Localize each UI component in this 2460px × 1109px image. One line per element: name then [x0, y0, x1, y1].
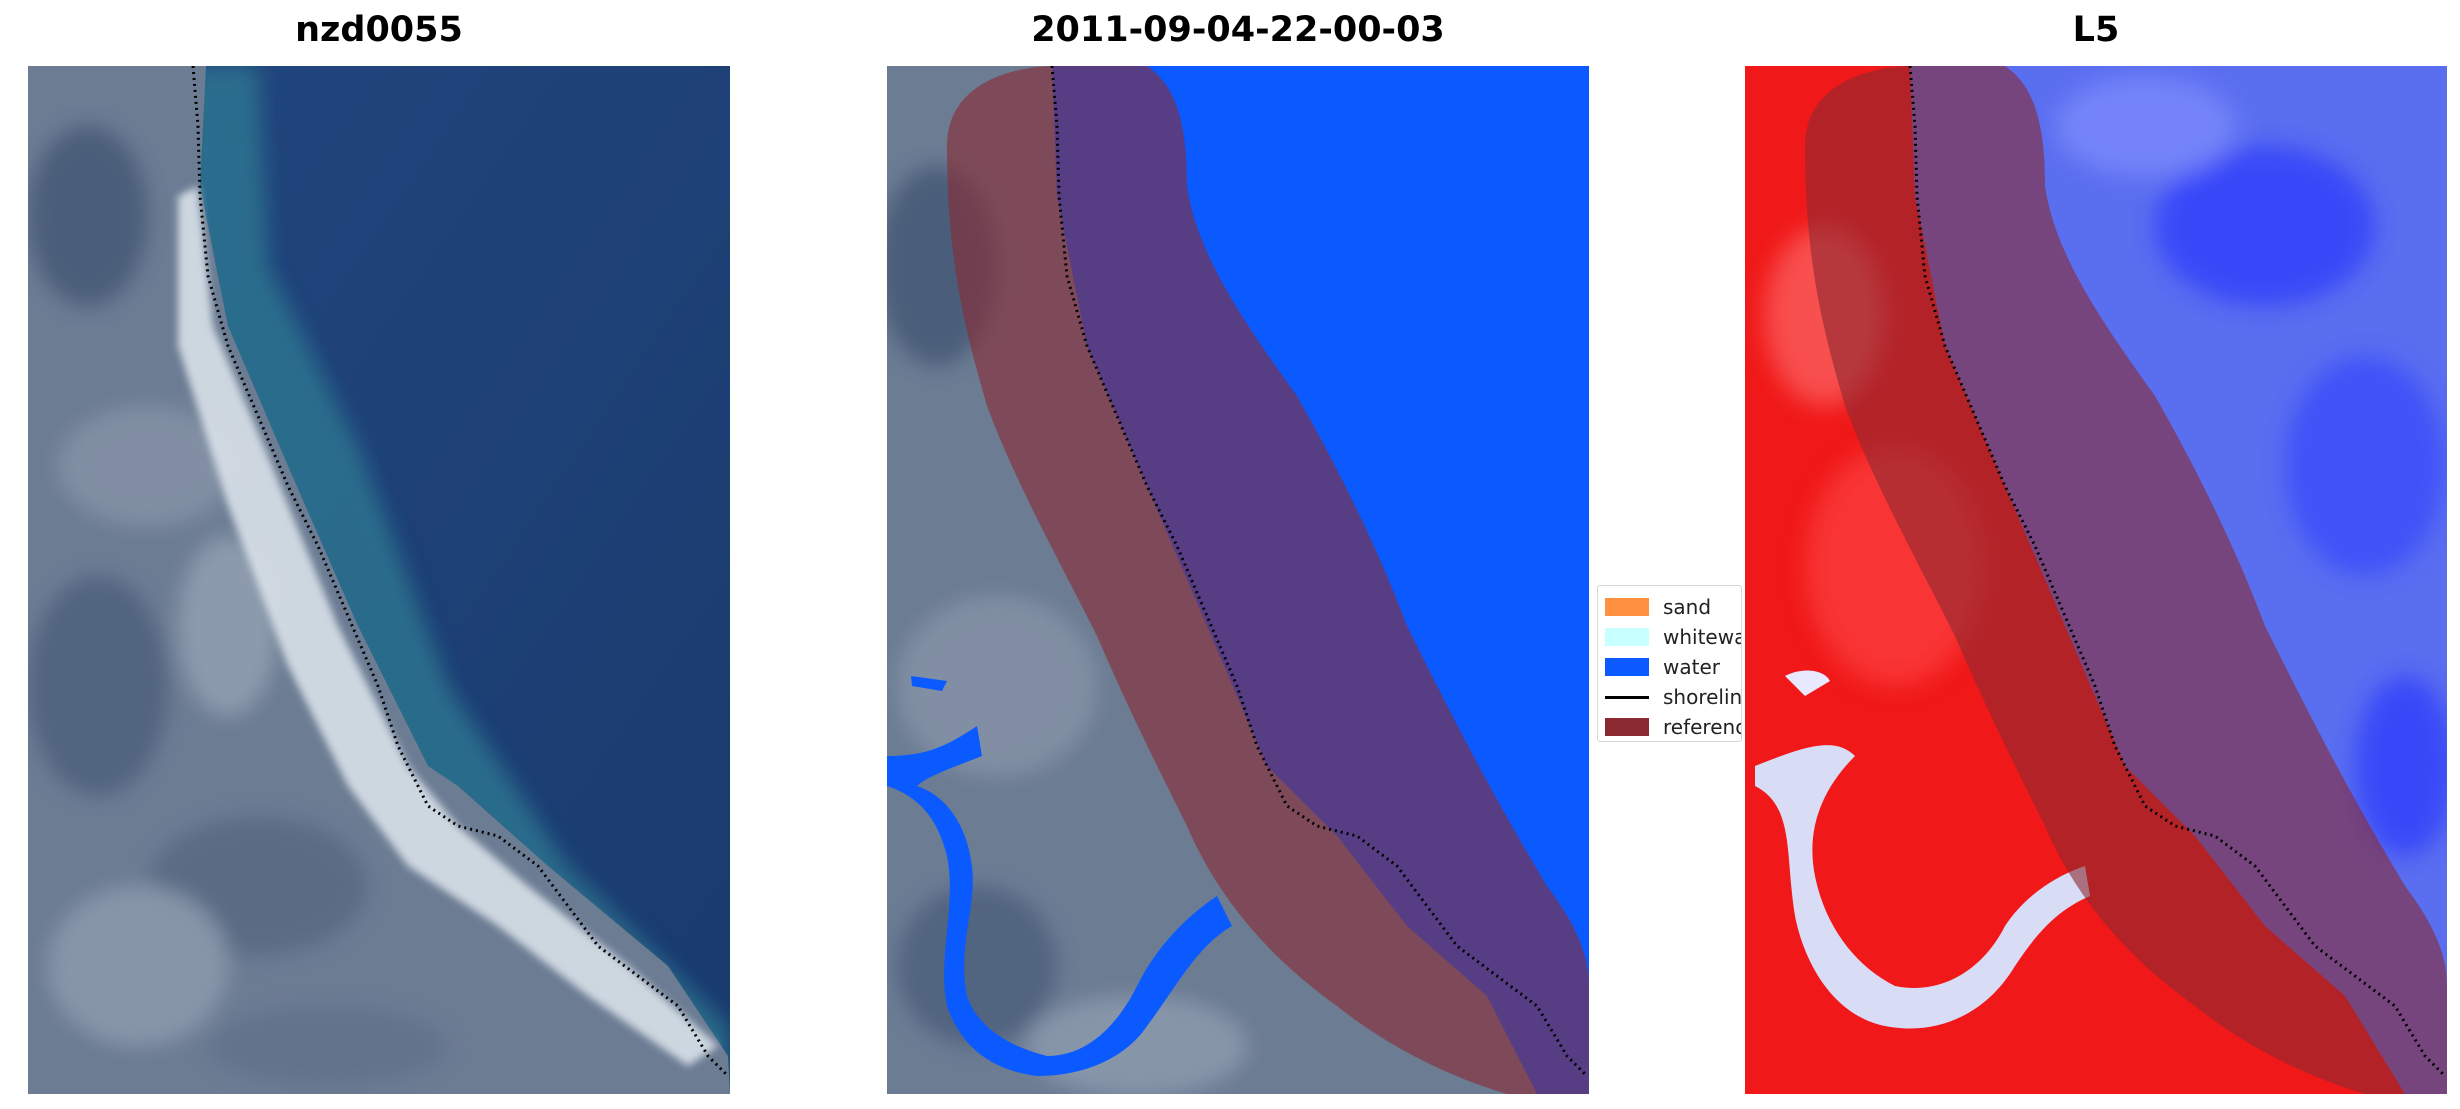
- legend-label-shoreline: shoreline: [1663, 685, 1742, 709]
- legend-item-shoreline: shoreline: [1605, 684, 1742, 710]
- panel-title-index: L5: [2072, 10, 2120, 50]
- index-panel: [1745, 66, 2447, 1094]
- index-image: [1745, 66, 2447, 1094]
- legend-label-sand: sand: [1663, 595, 1712, 619]
- legend-label-whitewater: whitewater: [1663, 625, 1741, 649]
- classification-image: [887, 66, 1589, 1094]
- legend-swatch-whitewater: [1605, 628, 1649, 646]
- legend-label-reference: reference: [1663, 715, 1741, 739]
- legend: sand whitewater water shoreline referenc…: [1597, 585, 1742, 742]
- satellite-image: [28, 66, 730, 1094]
- legend-swatch-water: [1605, 658, 1649, 676]
- legend-swatch-sand: [1605, 598, 1649, 616]
- legend-item-whitewater: whitewater: [1605, 624, 1741, 650]
- satellite-image-panel: [28, 66, 730, 1094]
- legend-item-water: water: [1605, 654, 1720, 680]
- legend-item-sand: sand: [1605, 594, 1711, 620]
- panel-title-rgb: nzd0055: [295, 10, 463, 50]
- legend-swatch-reference: [1605, 718, 1649, 736]
- panel-title-classification: 2011-09-04-22-00-03: [1031, 10, 1445, 50]
- legend-item-reference: reference: [1605, 714, 1741, 740]
- classification-panel: [887, 66, 1589, 1094]
- legend-line-shoreline: [1605, 695, 1649, 699]
- legend-label-water: water: [1663, 655, 1720, 679]
